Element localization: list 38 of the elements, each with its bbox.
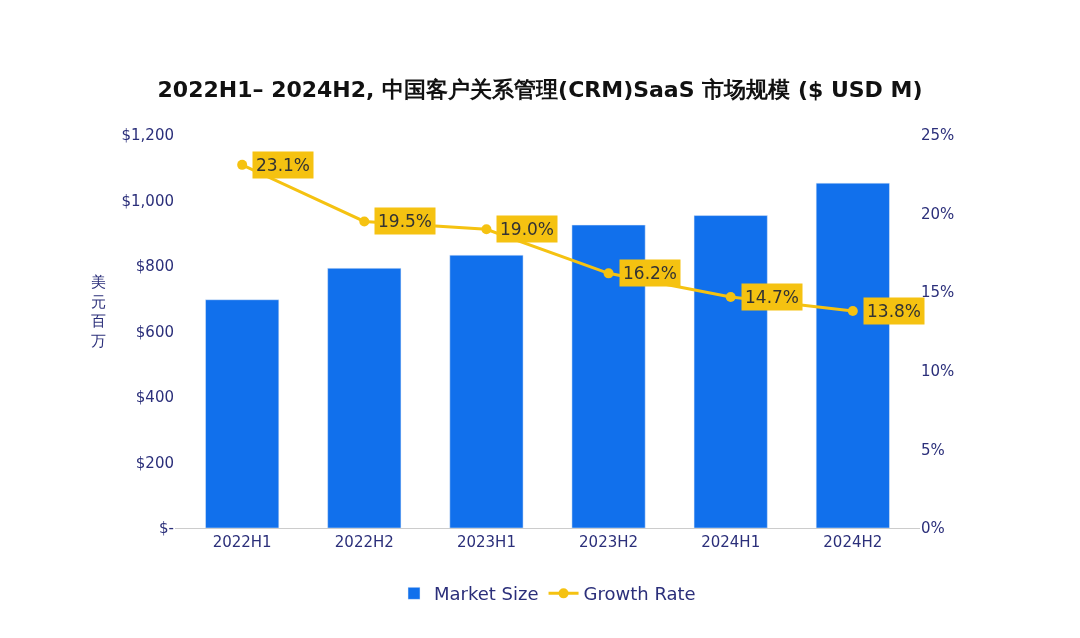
y2-tick-label: 0%: [921, 519, 945, 538]
y2-tick-label: 20%: [921, 204, 955, 223]
legend-label: Growth Rate: [583, 583, 696, 605]
data-label: 13.8%: [867, 301, 922, 321]
point: [481, 224, 492, 235]
chart-title: 2022H1– 2024H2, 中国客户关系管理(CRM)SaaS 市场规模 ($ USD M): [157, 77, 923, 103]
point: [359, 216, 370, 227]
y2-tick-label: 5%: [921, 440, 945, 459]
bar: [327, 268, 402, 528]
y-tick-label: $800: [135, 257, 174, 276]
y-tick-label: $1,200: [121, 126, 174, 145]
data-label: 23.1%: [256, 155, 311, 175]
point: [847, 306, 858, 317]
point: [603, 268, 614, 279]
x-tick-label: 2022H1: [212, 533, 272, 551]
data-label: 16.2%: [623, 263, 678, 283]
y-axis-title: 美元百万: [91, 273, 106, 350]
legend-label: Market Size: [434, 583, 539, 605]
x-tick-label: 2022H2: [334, 533, 394, 551]
y-tick-label: $600: [135, 322, 174, 341]
x-tick-label: 2024H1: [701, 533, 761, 551]
y-tick-label: $-: [159, 519, 174, 538]
y-tick-label: $1,000: [121, 191, 174, 210]
y2-tick-label: 10%: [921, 362, 955, 381]
point: [237, 159, 248, 170]
point: [725, 291, 736, 302]
bar: [449, 254, 524, 528]
y-tick-label: $400: [135, 388, 174, 407]
y-tick-label: $200: [135, 453, 174, 472]
x-tick-label: 2023H1: [456, 533, 516, 551]
y2-tick-label: 25%: [921, 126, 955, 145]
x-tick-label: 2023H2: [579, 533, 639, 551]
y2-tick-label: 15%: [921, 283, 955, 302]
data-label: 19.0%: [500, 219, 555, 239]
bar: [205, 299, 280, 528]
x-tick-label: 2024H2: [823, 533, 883, 551]
data-label: 19.5%: [378, 211, 433, 231]
data-label: 14.7%: [745, 287, 800, 307]
